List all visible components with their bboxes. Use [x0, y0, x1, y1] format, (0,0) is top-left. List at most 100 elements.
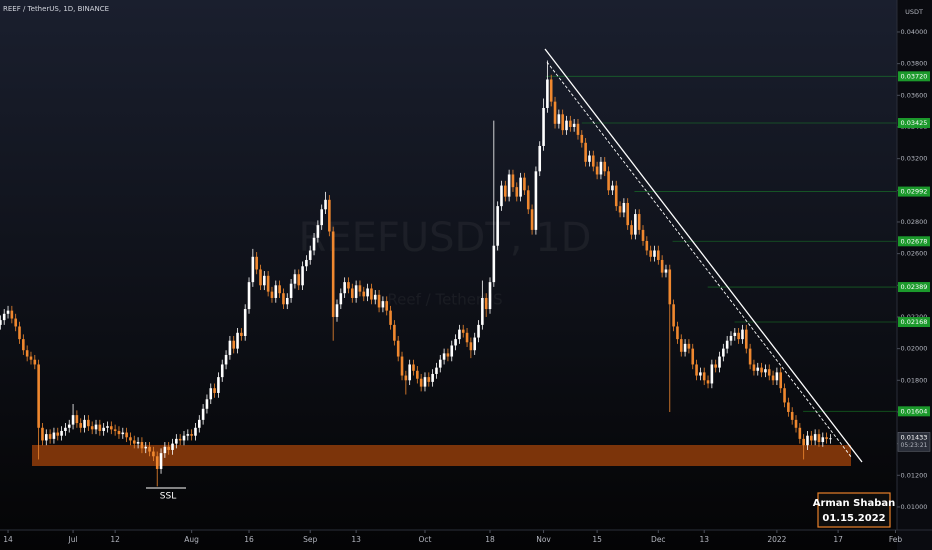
candle-body	[546, 79, 549, 108]
level-box	[898, 71, 930, 82]
candle-body	[110, 426, 113, 430]
candle-body	[331, 231, 335, 317]
candle-body	[228, 340, 232, 355]
axes: 0.010000.012000.014000.016000.018000.020…	[3, 28, 931, 544]
candle-body	[171, 443, 174, 450]
y-tick-label: 0.03200	[901, 155, 928, 163]
candle-body	[465, 332, 469, 343]
y-tick-label: 0.01800	[901, 376, 928, 384]
candle-body	[33, 359, 37, 365]
candle-body	[722, 348, 725, 357]
x-tick-label: Sep	[303, 535, 317, 544]
candle-body	[381, 301, 385, 308]
candle-body	[618, 206, 622, 213]
candle-body	[744, 329, 748, 349]
candle-body	[186, 434, 190, 436]
candle-body	[504, 185, 507, 197]
candle-body	[60, 430, 63, 436]
candle-body	[132, 440, 136, 444]
candle-body	[393, 324, 396, 341]
x-tick-label: Dec	[651, 535, 666, 544]
signature-date: 01.15.2022	[822, 513, 885, 524]
candle-body	[159, 453, 163, 469]
level-label: 0.02678	[901, 237, 928, 245]
candle-body	[569, 120, 572, 127]
candle-body	[136, 442, 140, 444]
candle-body	[599, 161, 603, 175]
level-box	[898, 282, 930, 293]
candle-body	[699, 372, 702, 376]
candle-body	[454, 339, 457, 346]
level-label: 0.03720	[901, 72, 928, 80]
candle-body	[821, 437, 825, 443]
candle-body	[358, 285, 362, 292]
candle-body	[297, 274, 301, 286]
candle-body	[217, 377, 220, 393]
candle-body	[335, 304, 339, 317]
candle-body	[14, 318, 17, 327]
candle-body	[423, 377, 427, 387]
candle-body	[37, 364, 40, 428]
candle-body	[301, 266, 304, 286]
candle-body	[270, 291, 274, 298]
candle-body	[167, 446, 170, 450]
candle-body	[595, 166, 599, 175]
candle-body	[779, 372, 783, 389]
candle-body	[320, 209, 323, 226]
candle-body	[500, 185, 503, 207]
level-box	[898, 186, 930, 197]
level-label: 0.02992	[901, 188, 928, 196]
candle-body	[473, 337, 477, 351]
candle-body	[0, 320, 2, 325]
candle-body	[354, 285, 358, 298]
candle-body	[75, 415, 79, 424]
candle-body	[266, 275, 270, 292]
candle-body	[178, 438, 182, 441]
candle-body	[588, 155, 591, 162]
level-label: 0.02168	[901, 318, 928, 326]
candle-body	[760, 367, 763, 373]
candle-body	[18, 326, 21, 340]
candle-body	[614, 185, 618, 207]
candle-body	[817, 434, 821, 443]
candle-body	[324, 199, 327, 210]
candle-body	[247, 282, 251, 310]
candle-body	[641, 229, 645, 241]
candle-body	[282, 293, 285, 305]
candle-body	[305, 259, 308, 267]
candle-body	[278, 285, 281, 294]
candle-body	[687, 343, 691, 349]
candle-body	[710, 364, 714, 384]
candle-body	[496, 206, 499, 246]
candle-body	[637, 214, 641, 230]
candle-body	[404, 375, 408, 381]
candle-body	[649, 250, 652, 257]
candle-body	[148, 446, 151, 452]
candle-body	[695, 364, 698, 376]
candle-body	[557, 114, 561, 124]
y-tick-label: 0.03800	[901, 60, 928, 68]
candle-body	[565, 120, 568, 131]
candle-body	[668, 269, 672, 305]
candle-body	[44, 434, 48, 441]
watermark-title: REEFUSDT, 1D	[299, 215, 592, 261]
price-axis-panel	[897, 0, 932, 550]
x-tick-label: 15	[592, 535, 602, 544]
y-tick-label: 0.03600	[901, 91, 928, 99]
candle-body	[259, 269, 262, 286]
y-tick-label: 0.02000	[901, 345, 928, 353]
candle-body	[733, 332, 737, 336]
level-box	[898, 317, 930, 328]
signature-name: Arman Shaban	[813, 498, 896, 509]
candle-body	[71, 415, 75, 425]
level-label: 0.01604	[901, 407, 928, 415]
candle-body	[767, 369, 771, 376]
candle-body	[64, 427, 67, 431]
candle-body	[806, 435, 809, 446]
candle-body	[6, 310, 10, 314]
y-tick-label: 0.02600	[901, 250, 928, 258]
candle-body	[29, 356, 33, 360]
candles	[0, 60, 832, 487]
